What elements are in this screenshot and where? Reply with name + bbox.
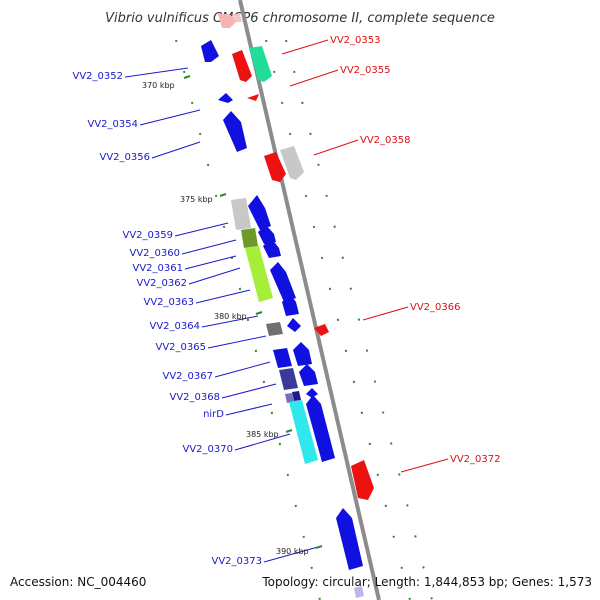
gene-VV2_0367[interactable]: [279, 368, 298, 390]
leader-line: [225, 403, 273, 416]
leader-line: [195, 289, 251, 304]
gene-feature-blue[interactable]: [270, 262, 296, 302]
gene-VV2_0355[interactable]: [247, 94, 259, 101]
gene-label[interactable]: VV2_0365: [156, 342, 207, 353]
leader-line: [221, 383, 277, 399]
gene-label[interactable]: nirD: [203, 409, 224, 420]
gene-label[interactable]: VV2_0367: [163, 371, 214, 382]
gene-label[interactable]: VV2_0372: [450, 454, 501, 465]
gene-label[interactable]: VV2_0363: [144, 297, 195, 308]
gene-feature-grey[interactable]: [280, 146, 304, 180]
gene-label[interactable]: VV2_0361: [133, 263, 184, 274]
leader-line: [289, 69, 339, 87]
gene-VV2_0359[interactable]: [231, 198, 251, 230]
map-title: Vibrio vulnificus CMCP6 chromosome II, c…: [105, 11, 495, 26]
dotted-guide-tracks: [175, 39, 433, 600]
gene-nirD[interactable]: [289, 400, 318, 464]
gene-label[interactable]: VV2_0353: [330, 35, 381, 46]
accession-text: Accession: NC_004460: [10, 575, 146, 589]
leader-line: [181, 239, 237, 255]
gene-label[interactable]: VV2_0354: [88, 119, 139, 130]
topology-text: Topology: circular; Length: 1,844,853 bp…: [261, 575, 592, 589]
guide-track: [175, 39, 321, 600]
gene-VV2_0354[interactable]: [218, 93, 233, 103]
leader-line: [214, 361, 271, 378]
gene-VV2_0370[interactable]: [306, 395, 335, 462]
scale-tick-label: 380 kbp: [214, 312, 247, 321]
label-leader-lines: [124, 39, 449, 563]
gene-VV2_0373[interactable]: [336, 508, 363, 570]
scale-tick-label: 385 kbp: [246, 430, 279, 439]
gene-label[interactable]: VV2_0358: [360, 135, 411, 146]
gene-feature-green[interactable]: [249, 46, 272, 82]
leader-line: [201, 315, 259, 328]
gene-feature-blue[interactable]: [248, 195, 271, 230]
leader-line: [188, 267, 241, 285]
gene-feature-blue[interactable]: [293, 342, 312, 366]
guide-track: [265, 39, 411, 600]
gene-VV2_0364[interactable]: [266, 322, 283, 336]
leader-line: [184, 255, 237, 270]
leader-line: [234, 433, 291, 451]
gene-feature-blue[interactable]: [282, 294, 299, 316]
leader-line: [151, 141, 201, 159]
gene-label[interactable]: VV2_0356: [100, 152, 151, 163]
gene-VV2_0360[interactable]: [241, 228, 258, 248]
leader-line: [139, 109, 201, 126]
gene-VV2_0358[interactable]: [264, 152, 286, 182]
leader-line: [207, 335, 267, 349]
gene-label[interactable]: VV2_0366: [410, 302, 461, 313]
gene-label[interactable]: VV2_0362: [137, 278, 188, 289]
gene-VV2_0356[interactable]: [223, 111, 247, 152]
gene-label[interactable]: VV2_0368: [170, 392, 221, 403]
scale-tick-mark: [183, 75, 191, 79]
gene-VV2_0368-a[interactable]: [285, 393, 294, 403]
gene-VV2_0353[interactable]: [232, 50, 252, 82]
scale-tick-label: 390 kbp: [276, 547, 309, 556]
gene-label[interactable]: VV2_0355: [340, 65, 391, 76]
chromosome-backbone: [238, 0, 381, 600]
gene-feature-faded[interactable]: [232, 14, 242, 22]
gene-VV2_0365[interactable]: [273, 348, 292, 368]
gene-VV2_0361[interactable]: [245, 246, 273, 302]
gene-VV2_0372[interactable]: [351, 460, 374, 500]
gene-label[interactable]: VV2_0352: [73, 71, 124, 82]
gene-label[interactable]: VV2_0360: [130, 248, 181, 259]
scale-tick-mark: [285, 429, 293, 433]
gene-feature-blue[interactable]: [306, 388, 318, 398]
gene-label[interactable]: VV2_0364: [150, 321, 201, 332]
gene-feature-blue[interactable]: [287, 318, 301, 332]
gene-label[interactable]: VV2_0373: [212, 556, 263, 567]
gene-VV2_0352[interactable]: [201, 40, 219, 62]
guide-track: [285, 39, 433, 600]
leader-line: [263, 546, 319, 563]
gene-feature-blue[interactable]: [299, 364, 318, 386]
gene-labels: VV2_0352 VV2_0353 VV2_0355 VV2_0354 VV2_0356…: [73, 35, 501, 567]
scale-tick-mark: [255, 311, 263, 315]
gene-feature-blue[interactable]: [263, 238, 281, 258]
gene-features: [201, 14, 374, 598]
gene-VV2_0368-b[interactable]: [292, 391, 301, 401]
leader-line: [124, 67, 189, 78]
gene-feature-faded[interactable]: [354, 586, 364, 598]
leader-line: [281, 39, 329, 55]
gene-label[interactable]: VV2_0370: [183, 444, 234, 455]
scale-tick-label: 375 kbp: [180, 195, 213, 204]
gene-label[interactable]: VV2_0359: [123, 230, 174, 241]
scale-tick-label: 370 kbp: [142, 81, 175, 90]
scale-tick-mark: [219, 193, 227, 197]
leader-line: [174, 222, 229, 237]
leader-line: [313, 139, 359, 156]
scale-ticks: 370 kbp 375 kbp 380 kbp 385 kbp 390 kbp: [142, 75, 323, 556]
leader-line: [362, 306, 409, 321]
gene-VV2_0366[interactable]: [314, 324, 329, 336]
scale-tick-mark: [315, 545, 323, 549]
leader-line: [400, 458, 449, 473]
gene-feature-faded[interactable]: [218, 14, 238, 28]
